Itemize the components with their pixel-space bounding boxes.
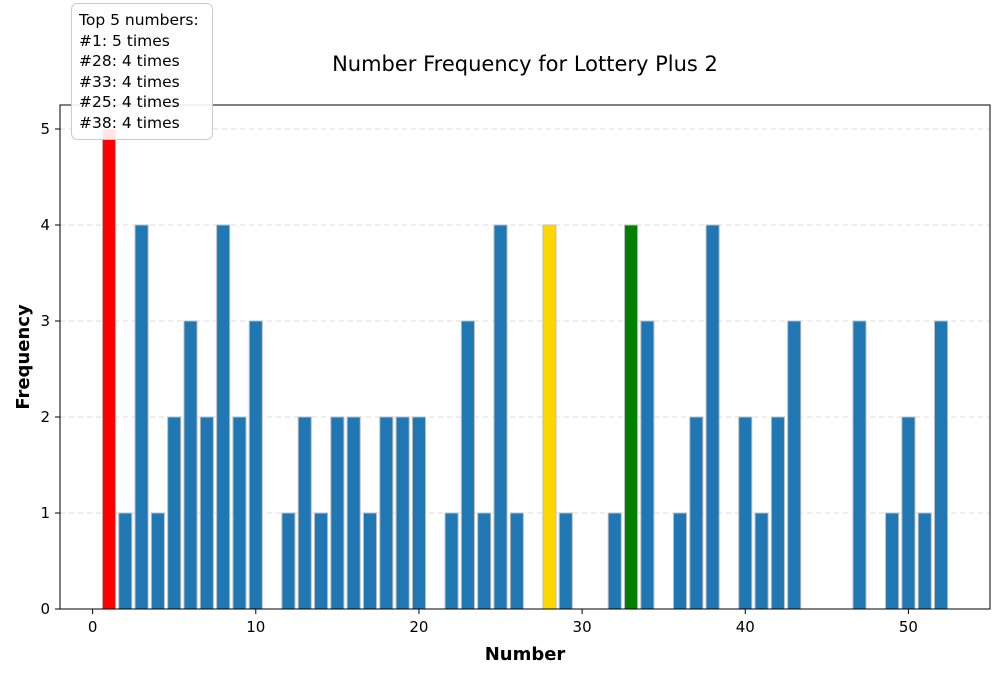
bar-number-52 bbox=[934, 320, 949, 610]
bar-number-28 bbox=[542, 224, 557, 610]
bar-number-18 bbox=[379, 416, 394, 610]
annotation-line-4: #25: 4 times bbox=[79, 93, 180, 112]
bar-number-3 bbox=[134, 224, 149, 610]
y-tick-label: 4 bbox=[40, 216, 50, 234]
bar-number-42 bbox=[770, 416, 785, 610]
bar-number-16 bbox=[346, 416, 361, 610]
bar-number-9 bbox=[232, 416, 247, 610]
bar-number-23 bbox=[460, 320, 475, 610]
bar-number-7 bbox=[199, 416, 214, 610]
bar-number-40 bbox=[738, 416, 753, 610]
bar-number-41 bbox=[754, 512, 769, 610]
x-tick-label: 10 bbox=[246, 618, 265, 636]
bar-number-22 bbox=[444, 512, 459, 610]
bar-number-26 bbox=[509, 512, 524, 610]
annotation-line-5: #38: 4 times bbox=[79, 113, 180, 132]
x-tick-label: 0 bbox=[88, 618, 98, 636]
bar-number-38 bbox=[705, 224, 720, 610]
x-axis-ticks: 0 10 20 30 40 50 bbox=[88, 609, 918, 636]
bar-number-12 bbox=[281, 512, 296, 610]
y-tick-label: 5 bbox=[40, 120, 50, 138]
bar-number-36 bbox=[672, 512, 688, 610]
bar-number-49 bbox=[885, 512, 900, 610]
bar-number-17 bbox=[362, 512, 378, 610]
bar-number-25 bbox=[493, 224, 508, 610]
bar-number-47 bbox=[852, 320, 867, 610]
bar-number-29 bbox=[558, 512, 573, 610]
x-tick-label: 40 bbox=[736, 618, 755, 636]
annotation-line-2: #28: 4 times bbox=[79, 52, 180, 71]
bar-number-4 bbox=[150, 512, 165, 610]
x-tick-label: 50 bbox=[899, 618, 918, 636]
y-axis-label: Frequency bbox=[13, 304, 34, 410]
plot-frame bbox=[59, 104, 991, 610]
x-tick-label: 20 bbox=[409, 618, 428, 636]
bar-number-8 bbox=[216, 224, 231, 610]
y-tick-label: 2 bbox=[40, 408, 50, 426]
y-tick-label: 1 bbox=[40, 504, 50, 522]
bar-number-33 bbox=[624, 224, 639, 610]
bar-number-1 bbox=[101, 128, 116, 610]
bar-number-32 bbox=[607, 512, 622, 610]
annotation-heading: Top 5 numbers: bbox=[79, 11, 199, 29]
bar-number-34 bbox=[640, 320, 655, 610]
bar-number-24 bbox=[477, 512, 492, 610]
annotation-line-3: #33: 4 times bbox=[79, 72, 180, 91]
y-tick-label: 0 bbox=[40, 600, 50, 618]
top-numbers-annotation: Top 5 numbers: #1: 5 times #28: 4 times … bbox=[71, 3, 213, 140]
y-tick-label: 3 bbox=[40, 312, 50, 330]
bar-number-13 bbox=[297, 416, 312, 610]
bar-number-2 bbox=[118, 512, 133, 610]
bar-number-10 bbox=[248, 320, 263, 610]
bar-number-43 bbox=[787, 320, 802, 610]
grid-lines bbox=[60, 128, 990, 514]
bar-number-19 bbox=[395, 416, 410, 610]
bar-number-6 bbox=[183, 320, 198, 610]
bar-number-15 bbox=[330, 416, 345, 610]
bars bbox=[101, 128, 949, 610]
bar-number-37 bbox=[689, 416, 704, 610]
bar-number-51 bbox=[917, 512, 932, 610]
x-axis-label: Number bbox=[485, 644, 566, 665]
bar-number-50 bbox=[901, 416, 916, 610]
annotation-line-1: #1: 5 times bbox=[79, 31, 170, 50]
bar-number-14 bbox=[314, 512, 329, 610]
chart-title: Number Frequency for Lottery Plus 2 bbox=[332, 52, 718, 76]
y-axis-ticks: 0 1 2 3 4 5 bbox=[40, 120, 60, 618]
x-tick-label: 30 bbox=[573, 618, 592, 636]
bar-number-5 bbox=[167, 416, 182, 610]
bar-number-20 bbox=[411, 416, 426, 610]
